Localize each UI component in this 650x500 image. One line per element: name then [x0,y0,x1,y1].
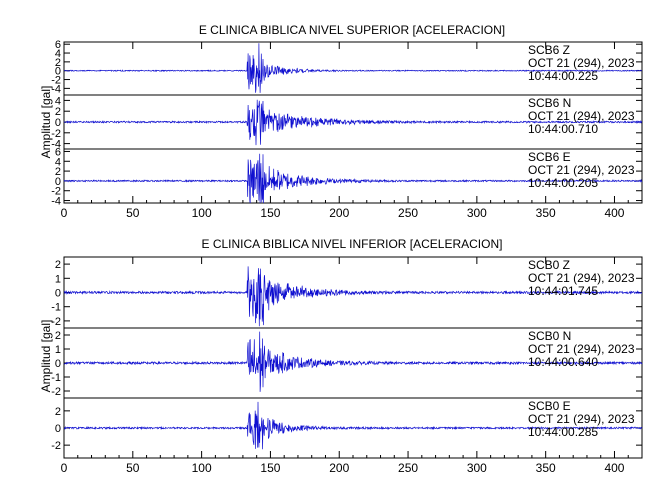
ytick-label: 0 [55,423,61,435]
waveform [63,99,642,146]
ytick-label: -2 [51,386,61,398]
ytick-label: -2 [51,128,61,140]
date-label: OCT 21 (294), 2023 [528,342,635,356]
xtick-label: 0 [61,461,68,475]
station-label: SCB0 Z [528,258,570,272]
time-label: 10:44:00.640 [528,355,598,369]
xtick-label: 300 [467,461,487,475]
ytick-label: 0 [55,66,61,78]
xaxis-superior: 0 50 100 150 200 250 300 350 400 [61,42,629,220]
ytick-label: 1 [55,273,61,285]
xtick-label: 350 [536,461,556,475]
ytick-label: 4 [55,48,61,60]
ytick-label: 2 [55,259,61,271]
waveform [63,43,643,93]
station-label: SCB0 E [528,399,571,413]
ytick-label: -1 [51,372,61,384]
xtick-label: 250 [398,206,418,220]
ytick-label: 4 [55,156,61,168]
figure-inferior: E CLINICA BIBLICA NIVEL INFERIOR [ACELER… [39,237,643,475]
ytick-label: -4 [51,196,61,208]
date-label: OCT 21 (294), 2023 [528,56,635,70]
ytick-label: -4 [51,83,61,95]
ytick-label: 1 [55,344,61,356]
waveform [63,331,643,392]
date-label: OCT 21 (294), 2023 [528,109,635,123]
ytick-label: -2 [51,186,61,198]
ytick-label: 0 [55,358,61,370]
xtick-label: 150 [260,206,280,220]
xtick-label: 50 [126,206,140,220]
xtick-label: 350 [536,206,556,220]
xtick-label: 100 [192,206,212,220]
ytick-label: 0 [55,176,61,188]
date-label: OCT 21 (294), 2023 [528,271,635,285]
ytick-label: -1 [51,302,61,314]
ytick-label: -2 [51,440,61,452]
station-label: SCB6 E [528,150,571,164]
time-label: 10:44:00.225 [528,69,598,83]
ylabel-superior: Amplitud [gal] [39,86,53,159]
xtick-label: 150 [260,461,280,475]
xtick-label: 200 [329,461,349,475]
station-label: SCB6 N [528,96,571,110]
ytick-label: 0 [55,117,61,129]
ytick-label: -2 [51,75,61,87]
time-label: 10:44:00.710 [528,122,598,136]
ytick-label: 0 [55,288,61,300]
title-superior: E CLINICA BIBLICA NIVEL SUPERIOR [ACELER… [199,23,505,37]
ytick-label: 2 [55,330,61,342]
xtick-label: 300 [467,206,487,220]
time-label: 10:44:00.205 [528,176,598,190]
ytick-label: 2 [55,106,61,118]
xtick-label: 400 [604,206,624,220]
time-label: 10:44:00.285 [528,425,598,439]
waveform [63,153,643,204]
time-label: 10:44:01.745 [528,284,598,298]
waveform [64,266,643,327]
xaxis-inferior: 0 50 100 150 200 250 300 350 400 [61,257,629,475]
date-label: OCT 21 (294), 2023 [528,412,635,426]
waveform [63,401,643,450]
date-label: OCT 21 (294), 2023 [528,163,635,177]
ytick-label: 2 [55,406,61,418]
ytick-label: -2 [51,316,61,328]
xtick-label: 250 [398,461,418,475]
xtick-label: 50 [126,461,140,475]
figure-superior: E CLINICA BIBLICA NIVEL SUPERIOR [ACELER… [39,23,643,220]
xtick-label: 100 [192,461,212,475]
xtick-label: 200 [329,206,349,220]
title-inferior: E CLINICA BIBLICA NIVEL INFERIOR [ACELER… [202,237,503,251]
ylabel-inferior: Amplitud [gal] [39,320,53,393]
ytick-label: -4 [51,139,61,151]
station-label: SCB6 Z [528,43,570,57]
ytick-label: 6 [55,146,61,158]
ytick-label: 2 [55,57,61,69]
ytick-label: 4 [55,95,61,107]
station-label: SCB0 N [528,329,571,343]
ytick-label: 6 [55,39,61,51]
xtick-label: 400 [604,461,624,475]
xtick-label: 0 [61,206,68,220]
ytick-label: 2 [55,166,61,178]
